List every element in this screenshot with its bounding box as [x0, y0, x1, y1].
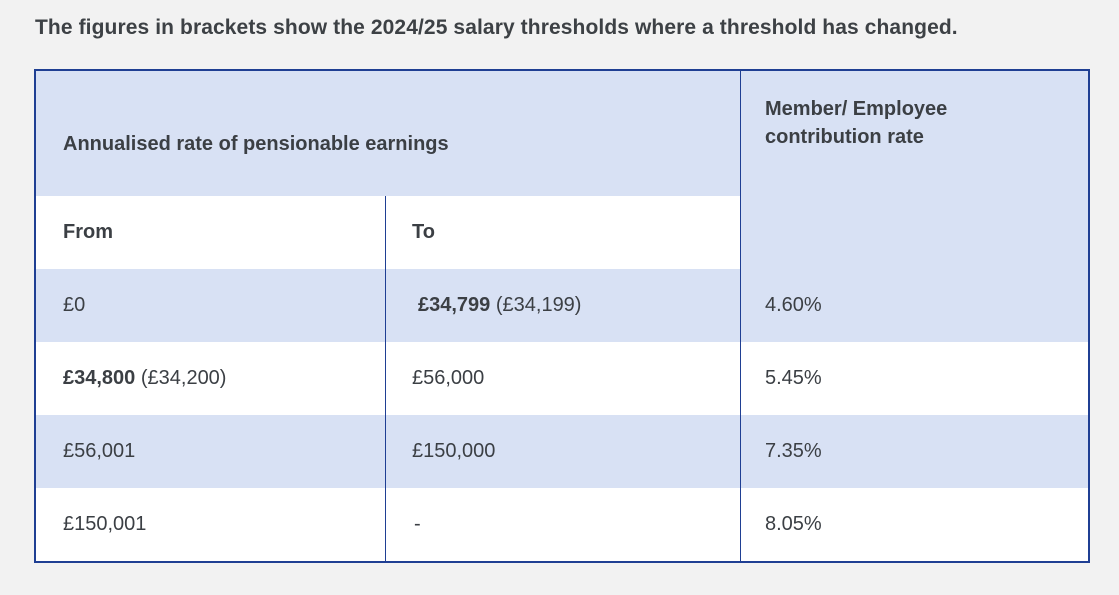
- table-row: [36, 488, 1088, 561]
- table-row: [36, 342, 1088, 415]
- to-cell: £56,000: [386, 342, 740, 415]
- rate-cell: 5.45%: [741, 342, 1088, 415]
- column-divider: [385, 196, 386, 561]
- contribution-table: Annualised rate of pensionable earnings …: [34, 69, 1090, 563]
- to-cell: -: [386, 488, 740, 561]
- to-cell: £150,000: [386, 415, 740, 488]
- to-cell: £34,799 (£34,199): [386, 269, 740, 342]
- table-row: [36, 269, 740, 342]
- intro-note: The figures in brackets show the 2024/25…: [35, 16, 958, 39]
- rate-cell: 4.60%: [741, 269, 1088, 342]
- from-plain: £56,001: [63, 440, 136, 462]
- to-plain: £150,000: [412, 440, 496, 462]
- from-bold: £34,800: [63, 367, 136, 389]
- to-plain: -: [414, 513, 421, 535]
- from-plain: (£34,200): [135, 367, 227, 389]
- rate-value: 7.35%: [765, 440, 822, 462]
- from-header: From: [63, 221, 113, 243]
- table-row: [36, 415, 1088, 488]
- from-cell: £150,001: [36, 488, 385, 561]
- from-plain: £0: [63, 294, 86, 316]
- rate-header-cell: Member/ Employee contribution rate: [741, 71, 1088, 342]
- from-cell: £0: [36, 269, 385, 342]
- earnings-header: Annualised rate of pensionable earnings: [63, 133, 449, 155]
- from-cell: £34,800 (£34,200): [36, 342, 385, 415]
- from-cell: £56,001: [36, 415, 385, 488]
- to-plain: £56,000: [412, 367, 485, 389]
- rate-value: 5.45%: [765, 367, 822, 389]
- from-header-cell: From: [36, 196, 385, 269]
- to-header-cell: To: [386, 196, 740, 269]
- earnings-header-cell: Annualised rate of pensionable earnings: [36, 71, 740, 196]
- rate-header-line2: contribution rate: [765, 126, 924, 148]
- to-header: To: [412, 221, 435, 243]
- to-plain: (£34,199): [490, 294, 582, 316]
- from-plain: £150,001: [63, 513, 147, 535]
- rate-value: 4.60%: [765, 294, 822, 316]
- rate-header-line1: Member/ Employee: [765, 98, 948, 120]
- rate-cell: 7.35%: [741, 415, 1088, 488]
- rate-cell: 8.05%: [741, 488, 1088, 561]
- to-bold: £34,799: [418, 294, 491, 316]
- rate-value: 8.05%: [765, 513, 822, 535]
- column-divider: [740, 71, 741, 561]
